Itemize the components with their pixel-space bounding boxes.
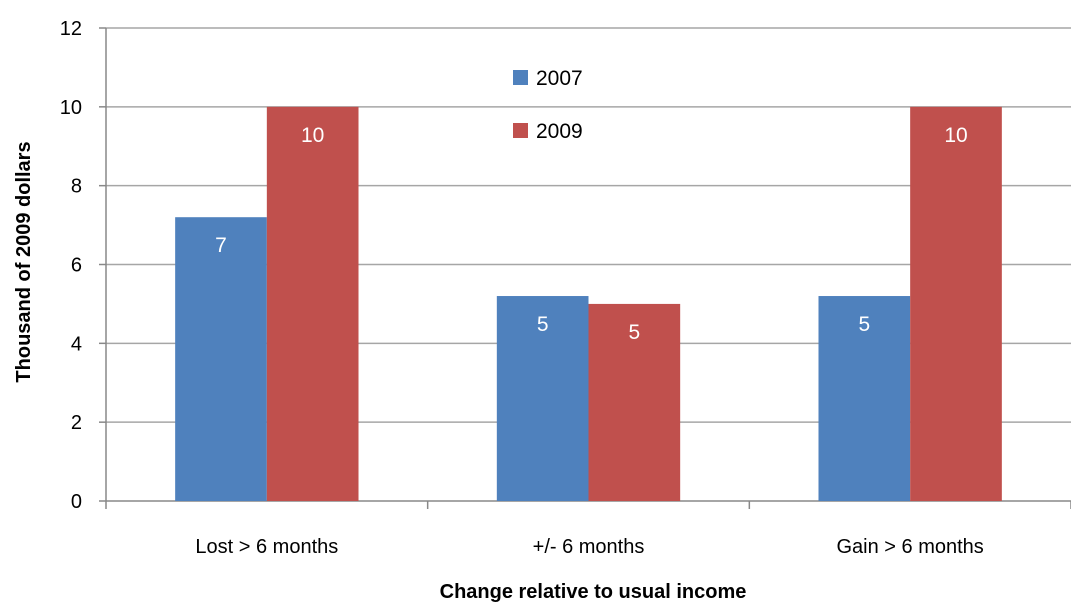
- bar-2009-1: [588, 303, 681, 501]
- data-label: 5: [537, 313, 549, 336]
- y-tick-label: 2: [71, 412, 82, 434]
- x-axis-title: Change relative to usual income: [440, 581, 747, 602]
- data-labels: 7 10 5 5 5 10: [215, 124, 968, 344]
- y-tick-label: 8: [71, 176, 82, 198]
- data-label: 7: [215, 234, 227, 257]
- x-tick-label: +/- 6 months: [533, 536, 645, 558]
- y-tick-label: 0: [71, 491, 82, 513]
- legend-swatch-2009: [513, 123, 528, 138]
- axes: 0 2 4 6 8 10 12 Lost > 6 months +/- 6 months Gain…: [60, 18, 1071, 558]
- legend-label: 2007: [536, 67, 583, 90]
- bar-2009-0: [266, 106, 359, 501]
- legend-label: 2009: [536, 120, 583, 143]
- legend-swatch-2007: [513, 70, 528, 85]
- data-label: 5: [628, 321, 640, 344]
- y-tick-label: 4: [71, 333, 82, 355]
- y-axis-title: Thousand of 2009 dollars: [13, 141, 35, 382]
- bar-2007-1: [496, 296, 589, 501]
- bars: [175, 106, 1002, 501]
- bar-2007-0: [175, 217, 267, 501]
- x-tick-label: Lost > 6 months: [195, 536, 338, 558]
- data-label: 10: [944, 124, 967, 147]
- data-label: 5: [858, 313, 870, 336]
- x-tick-label: Gain > 6 months: [837, 536, 984, 558]
- y-tick-label: 6: [71, 255, 82, 277]
- y-tick-label: 10: [60, 97, 82, 119]
- y-tick-label: 12: [60, 18, 82, 40]
- legend: 2007 2009: [513, 67, 583, 143]
- bar-2009-2: [910, 106, 1002, 501]
- data-label: 10: [301, 124, 324, 147]
- bar-2007-2: [818, 296, 911, 501]
